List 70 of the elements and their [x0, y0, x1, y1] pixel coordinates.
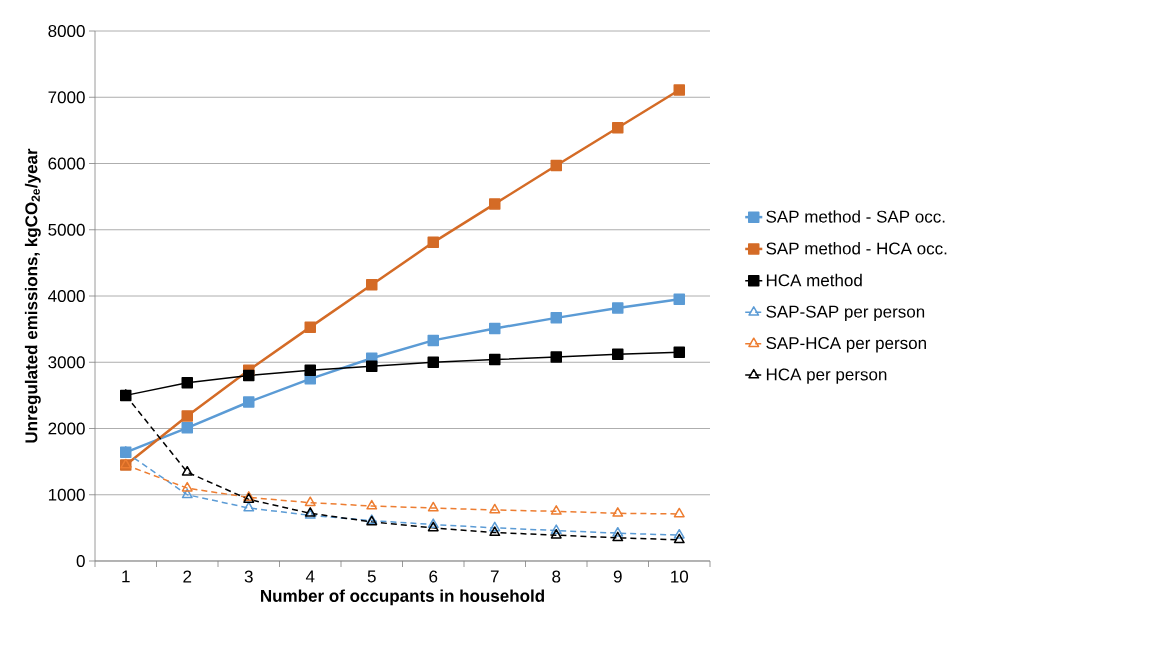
y-tick-label: 4000	[48, 289, 85, 303]
x-tick-label: 1	[122, 570, 130, 583]
point	[550, 505, 562, 515]
legend-label: SAP-HCA per person	[766, 337, 926, 353]
point	[612, 121, 624, 134]
x-tick-label: 2	[183, 570, 192, 583]
point	[243, 369, 255, 382]
point	[612, 302, 624, 314]
point	[489, 526, 501, 537]
point	[550, 524, 562, 535]
point	[612, 531, 624, 542]
point	[673, 533, 685, 544]
legend-label: HCA method	[766, 273, 862, 287]
legend-label: HCA per person	[766, 368, 887, 384]
point	[304, 496, 316, 507]
point	[304, 321, 316, 333]
point	[489, 521, 501, 532]
point	[489, 503, 501, 514]
point	[304, 364, 316, 376]
y-tick-label: 5000	[48, 223, 85, 236]
legend-label: SAP method - SAP occ.	[766, 210, 945, 223]
y-tick-label: 2000	[48, 422, 85, 435]
x-tick-label: 4	[305, 570, 315, 583]
point	[489, 198, 501, 210]
x-tick-label: 7	[490, 570, 499, 583]
x-tick-label: 6	[429, 570, 438, 583]
y-tick-label: 0	[76, 554, 85, 568]
point	[181, 465, 193, 476]
point	[366, 499, 378, 510]
legend-label: SAP-SAP per person	[766, 305, 925, 322]
point	[181, 377, 193, 389]
point	[550, 528, 562, 539]
y-tick-label: 7000	[48, 91, 85, 104]
y-tick-label: 8000	[48, 24, 85, 38]
x-tick-label: 5	[367, 570, 376, 583]
point	[181, 422, 193, 434]
point	[181, 488, 193, 499]
point	[673, 293, 686, 306]
point	[427, 236, 440, 249]
x-tick-label: 3	[244, 570, 253, 583]
point	[366, 278, 378, 291]
point	[673, 507, 685, 518]
point	[427, 356, 440, 368]
y-tick-label: 6000	[48, 157, 85, 170]
y-axis-title: Unregulated emissions, kgCO$_{2e}$/year	[24, 148, 41, 443]
point	[612, 507, 624, 517]
point	[366, 360, 378, 372]
point	[550, 312, 563, 324]
point	[673, 528, 685, 539]
point	[612, 348, 624, 361]
point	[427, 334, 440, 347]
point	[489, 322, 501, 335]
point	[181, 481, 193, 492]
x-tick-label: 10	[671, 570, 689, 583]
point	[489, 353, 501, 366]
point	[550, 159, 563, 172]
x-tick-label: 8	[552, 570, 561, 583]
x-axis-title: Number of occupants in household	[261, 589, 545, 606]
point	[673, 346, 686, 359]
y-tick-label: 3000	[48, 356, 85, 369]
point	[181, 410, 193, 422]
point	[673, 84, 686, 96]
y-tick-label: 1000	[48, 488, 85, 501]
point	[243, 501, 255, 512]
point	[427, 501, 439, 512]
point	[550, 351, 563, 363]
x-tick-label: 9	[613, 570, 622, 583]
legend-label: SAP method - HCA occ.	[766, 242, 947, 255]
point	[612, 526, 624, 537]
point	[243, 396, 255, 408]
